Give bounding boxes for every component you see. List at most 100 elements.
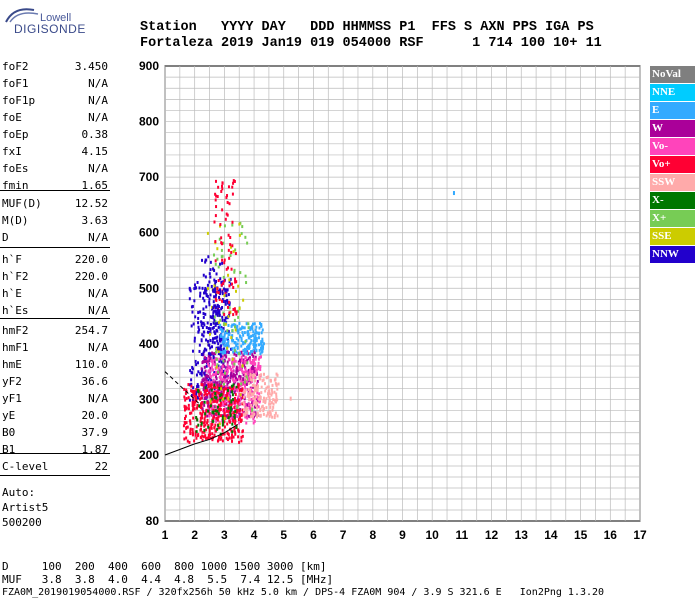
x-tick-label: 11 bbox=[456, 528, 469, 542]
echo-point bbox=[221, 392, 224, 396]
echo-point bbox=[231, 338, 234, 342]
echo-point bbox=[228, 436, 231, 440]
echo-point bbox=[240, 339, 243, 343]
echo-point bbox=[202, 334, 205, 338]
echo-point bbox=[234, 403, 237, 407]
legend-item: W bbox=[650, 120, 695, 137]
echo-point bbox=[224, 322, 227, 326]
echo-point bbox=[244, 350, 247, 354]
echo-point bbox=[210, 365, 213, 369]
echo-point bbox=[215, 390, 218, 394]
echo-point bbox=[209, 293, 212, 297]
param-value: 0.38 bbox=[81, 128, 109, 141]
echo-point bbox=[216, 303, 219, 307]
echo-point bbox=[233, 416, 236, 420]
echo-point bbox=[236, 382, 239, 386]
echo-point bbox=[220, 384, 223, 388]
echo-point bbox=[253, 332, 256, 336]
echo-point bbox=[248, 379, 251, 383]
echo-point bbox=[217, 412, 220, 416]
y-tick-label: 200 bbox=[139, 448, 159, 462]
param-separator bbox=[0, 475, 110, 476]
echo-point bbox=[241, 434, 244, 438]
echo-point bbox=[213, 415, 216, 419]
echo-point bbox=[218, 391, 221, 395]
echo-point bbox=[262, 399, 265, 403]
echo-point bbox=[214, 386, 217, 390]
echo-point bbox=[256, 331, 259, 335]
echo-point bbox=[243, 413, 246, 417]
echo-point bbox=[208, 359, 211, 363]
echo-point bbox=[226, 301, 229, 305]
echo-point bbox=[211, 432, 214, 436]
echo-point bbox=[248, 356, 251, 360]
echo-point bbox=[208, 272, 211, 276]
echo-point bbox=[184, 391, 187, 395]
echo-point bbox=[199, 420, 202, 424]
echo-point bbox=[217, 384, 220, 388]
echo-point bbox=[234, 341, 237, 345]
echo-point bbox=[257, 357, 260, 361]
echo-point bbox=[206, 294, 209, 298]
echo-point bbox=[217, 364, 220, 368]
echo-point bbox=[189, 432, 192, 436]
echo-point bbox=[247, 388, 250, 392]
echo-point bbox=[258, 414, 261, 418]
echo-point bbox=[202, 360, 205, 364]
echo-point bbox=[225, 290, 228, 294]
echo-point bbox=[243, 408, 246, 412]
legend-item: NNE bbox=[650, 84, 695, 101]
echo-point bbox=[228, 399, 231, 403]
echo-point bbox=[223, 279, 226, 283]
echo-point bbox=[257, 332, 260, 336]
echo-point bbox=[195, 425, 198, 429]
echo-point bbox=[271, 415, 274, 419]
echo-point bbox=[254, 357, 257, 361]
data-point bbox=[262, 396, 265, 401]
echo-point bbox=[214, 320, 217, 324]
echo-point bbox=[265, 406, 268, 410]
echo-point bbox=[259, 395, 262, 399]
echo-point bbox=[189, 289, 192, 293]
echo-point bbox=[226, 329, 229, 333]
echo-point bbox=[255, 395, 258, 399]
echo-point bbox=[241, 383, 244, 387]
echo-point bbox=[227, 293, 230, 297]
echo-point bbox=[226, 369, 229, 373]
echo-point bbox=[208, 391, 211, 395]
echo-point bbox=[203, 396, 206, 400]
echo-point bbox=[219, 327, 222, 331]
echo-point bbox=[252, 396, 255, 400]
echo-point bbox=[207, 389, 210, 393]
echo-point bbox=[234, 309, 237, 313]
echo-point bbox=[224, 351, 227, 355]
echo-point bbox=[199, 294, 202, 298]
data-point bbox=[251, 407, 254, 412]
echo-point bbox=[220, 327, 223, 331]
echo-point bbox=[226, 298, 229, 302]
echo-point bbox=[229, 277, 232, 281]
echo-point bbox=[207, 383, 210, 387]
echo-point bbox=[222, 322, 225, 326]
echo-point bbox=[217, 415, 220, 419]
echo-point bbox=[226, 360, 229, 364]
echo-point bbox=[214, 290, 217, 294]
echo-point bbox=[194, 359, 197, 363]
echo-point bbox=[251, 392, 254, 396]
echo-point bbox=[231, 220, 234, 224]
echo-point bbox=[206, 231, 209, 235]
legend-item: Vo- bbox=[650, 138, 695, 155]
echo-point bbox=[252, 330, 255, 334]
data-point bbox=[209, 327, 212, 332]
param-label: B0 bbox=[2, 426, 16, 439]
echo-point bbox=[226, 346, 229, 350]
echo-point bbox=[273, 414, 276, 418]
echo-point bbox=[223, 432, 226, 436]
echo-point bbox=[245, 412, 248, 416]
echo-point bbox=[220, 396, 223, 400]
echo-point bbox=[251, 401, 254, 405]
echo-point bbox=[250, 414, 253, 418]
echo-point bbox=[207, 385, 210, 389]
param-value: N/A bbox=[88, 341, 108, 354]
data-point bbox=[194, 432, 197, 437]
